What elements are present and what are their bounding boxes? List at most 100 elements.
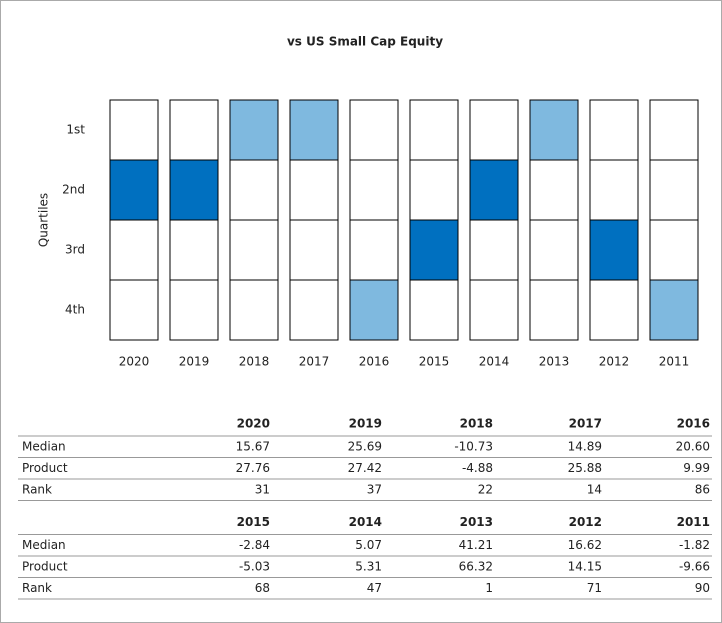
table-row-label: Median [22, 538, 66, 552]
quartile-highlight [289, 99, 339, 161]
quartile-cell [529, 219, 579, 281]
table-cell: -9.66 [679, 560, 710, 574]
quartile-cell [649, 219, 699, 281]
quartile-cell [589, 279, 639, 341]
quartile-cell [409, 279, 459, 341]
quartile-cell [169, 99, 219, 161]
quartile-cell [649, 159, 699, 221]
x-tick-label: 2012 [599, 355, 630, 369]
table-cell: 68 [255, 581, 270, 595]
table-row-label: Rank [22, 483, 52, 497]
table-cell: 86 [695, 483, 710, 497]
x-tick-label: 2011 [659, 355, 690, 369]
quartile-cell [289, 159, 339, 221]
table-row-label: Product [22, 560, 68, 574]
table-cell: 14.15 [568, 560, 602, 574]
table-cell: -1.82 [679, 538, 710, 552]
quartile-cell [529, 279, 579, 341]
table-cell: 5.07 [355, 538, 382, 552]
table-column-header: 2019 [349, 417, 382, 431]
quartile-highlight [229, 99, 279, 161]
quartile-cell [229, 219, 279, 281]
table-column-header: 2011 [677, 515, 710, 529]
table-column-header: 2017 [569, 417, 602, 431]
quartile-highlight [589, 219, 639, 281]
x-tick-label: 2015 [419, 355, 450, 369]
y-axis-label: Quartiles [37, 193, 51, 247]
table-column-header: 2018 [460, 417, 493, 431]
quartile-cell [229, 159, 279, 221]
table-cell: 25.69 [348, 440, 382, 454]
y-tick-label: 4th [65, 303, 85, 317]
quartile-cell [469, 99, 519, 161]
table-cell: 25.88 [568, 461, 602, 475]
x-tick-label: 2017 [299, 355, 330, 369]
table-cell: 27.76 [236, 461, 270, 475]
table-cell: 71 [587, 581, 602, 595]
quartile-cell [349, 99, 399, 161]
quartile-highlight [349, 279, 399, 341]
quartile-cell [169, 279, 219, 341]
table-cell: -2.84 [239, 538, 270, 552]
quartile-cell [409, 159, 459, 221]
quartile-cell [409, 99, 459, 161]
x-tick-label: 2016 [359, 355, 390, 369]
quartile-highlight [109, 159, 159, 221]
quartile-cell [169, 219, 219, 281]
x-tick-label: 2018 [239, 355, 270, 369]
x-tick-label: 2020 [119, 355, 150, 369]
table-cell: 47 [367, 581, 382, 595]
table-cell: 15.67 [236, 440, 270, 454]
quartile-highlight [649, 279, 699, 341]
table-cell: -10.73 [454, 440, 493, 454]
table-cell: 5.31 [355, 560, 382, 574]
table-cell: 20.60 [676, 440, 710, 454]
quartile-cell [349, 219, 399, 281]
table-cell: 66.32 [459, 560, 493, 574]
table-cell: 16.62 [568, 538, 602, 552]
y-tick-label: 1st [66, 123, 85, 137]
x-tick-label: 2019 [179, 355, 210, 369]
quartile-cell [109, 219, 159, 281]
quartile-cell [109, 279, 159, 341]
quartile-cell [289, 219, 339, 281]
x-tick-label: 2014 [479, 355, 510, 369]
table-row-label: Rank [22, 581, 52, 595]
table-column-header: 2014 [349, 515, 382, 529]
table-cell: 14.89 [568, 440, 602, 454]
y-tick-label: 2nd [62, 183, 85, 197]
table-row-label: Product [22, 461, 68, 475]
x-tick-label: 2013 [539, 355, 570, 369]
y-tick-label: 3rd [65, 243, 85, 257]
table-cell: 90 [695, 581, 710, 595]
table-column-header: 2015 [237, 515, 270, 529]
quartile-cell [469, 219, 519, 281]
quartile-cell [469, 279, 519, 341]
quartile-highlight [169, 159, 219, 221]
quartile-cell [289, 279, 339, 341]
quartile-cell [349, 159, 399, 221]
table-cell: 41.21 [459, 538, 493, 552]
table-cell: 9.99 [683, 461, 710, 475]
quartile-highlight [469, 159, 519, 221]
table-cell: 22 [478, 483, 493, 497]
table-cell: 27.42 [348, 461, 382, 475]
table-cell: 31 [255, 483, 270, 497]
quartile-cell [649, 99, 699, 161]
table-column-header: 2013 [460, 515, 493, 529]
table-column-header: 2012 [569, 515, 602, 529]
table-cell: 14 [587, 483, 602, 497]
table-column-header: 2020 [237, 417, 270, 431]
table-cell: 1 [485, 581, 493, 595]
table-cell: -4.88 [462, 461, 493, 475]
quartile-cell [589, 159, 639, 221]
quartile-highlight [409, 219, 459, 281]
quartile-cell [529, 159, 579, 221]
quartile-cell [589, 99, 639, 161]
chart-title: vs US Small Cap Equity [287, 35, 443, 49]
quartile-cell [229, 279, 279, 341]
table-cell: -5.03 [239, 560, 270, 574]
quartile-highlight [529, 99, 579, 161]
